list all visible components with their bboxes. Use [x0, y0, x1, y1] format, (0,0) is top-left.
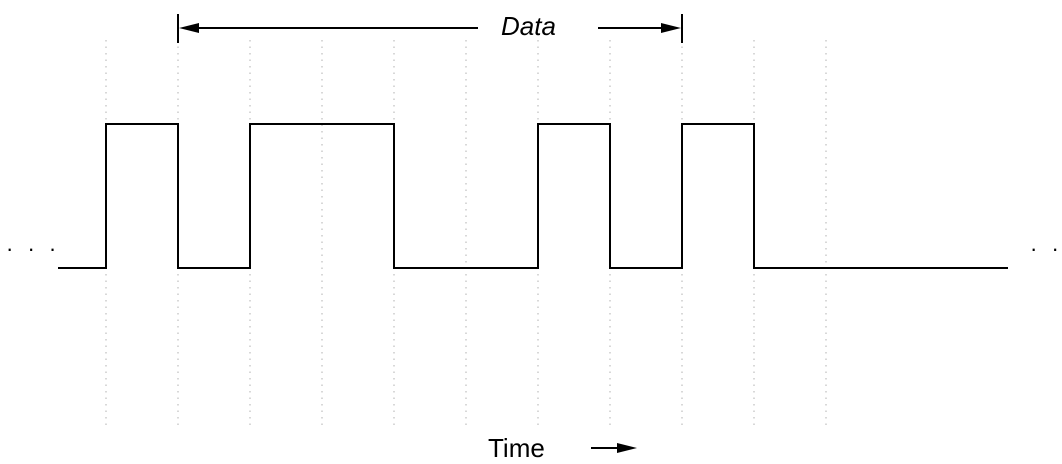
- ellipsis-right: · ·: [1030, 238, 1062, 260]
- time-label: Time: [488, 435, 545, 461]
- arrowhead-right-icon: [617, 443, 637, 453]
- arrowhead-left-icon: [179, 23, 199, 33]
- gridlines: [106, 40, 826, 426]
- time-arrow: [591, 443, 637, 453]
- digital-waveform: [58, 124, 1008, 268]
- data-span-arrow: [178, 14, 682, 43]
- arrowhead-right-icon: [661, 23, 681, 33]
- ellipsis-left: · · ·: [6, 238, 60, 260]
- data-label: Data: [501, 13, 556, 39]
